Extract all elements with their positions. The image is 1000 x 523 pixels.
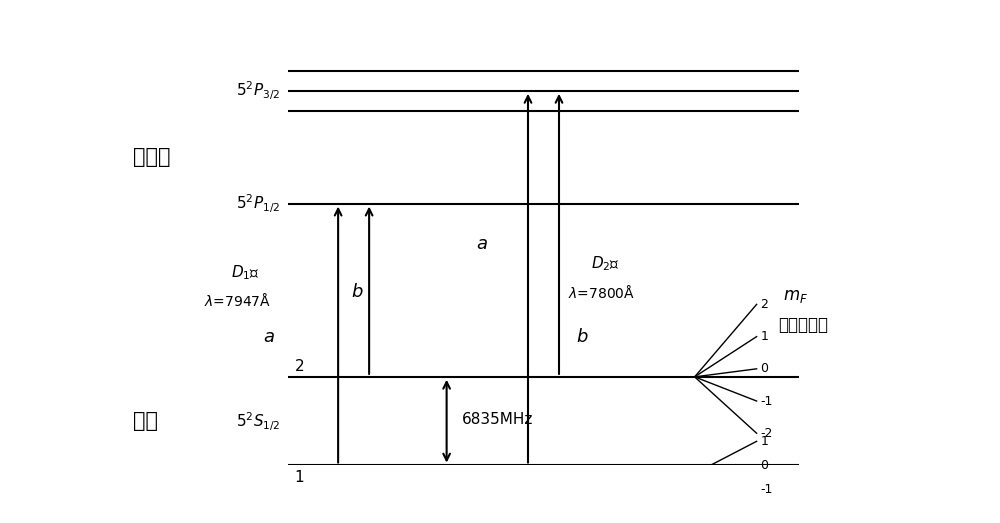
Text: $m_F$: $m_F$: [783, 287, 808, 305]
Text: $\lambda$=7800Å: $\lambda$=7800Å: [568, 284, 635, 301]
Text: 0: 0: [761, 459, 768, 472]
Text: $5^2P_{1/2}$: $5^2P_{1/2}$: [236, 192, 280, 215]
Text: $D_2$线: $D_2$线: [591, 255, 620, 274]
Text: 激发态: 激发态: [133, 147, 170, 167]
Text: 2: 2: [761, 298, 768, 311]
Text: 1: 1: [295, 470, 304, 485]
Text: 超精细结构: 超精细结构: [778, 315, 828, 334]
Text: -2: -2: [761, 427, 773, 440]
Text: $D_1$线: $D_1$线: [231, 263, 260, 281]
Text: $5^2S_{1/2}$: $5^2S_{1/2}$: [236, 410, 280, 433]
Text: a: a: [263, 327, 274, 346]
Text: $5^2P_{3/2}$: $5^2P_{3/2}$: [236, 79, 280, 103]
Text: a: a: [476, 235, 487, 253]
Text: 1: 1: [761, 330, 768, 343]
Text: b: b: [352, 283, 363, 301]
Text: 1: 1: [761, 435, 768, 448]
Text: $\lambda$=7947Å: $\lambda$=7947Å: [204, 292, 271, 309]
Text: -1: -1: [761, 394, 773, 407]
Text: 6835MHz: 6835MHz: [462, 412, 534, 427]
Text: 0: 0: [761, 362, 768, 376]
Text: 2: 2: [295, 359, 304, 374]
Text: b: b: [577, 327, 588, 346]
Text: -1: -1: [761, 483, 773, 496]
Text: 基态: 基态: [133, 411, 158, 431]
